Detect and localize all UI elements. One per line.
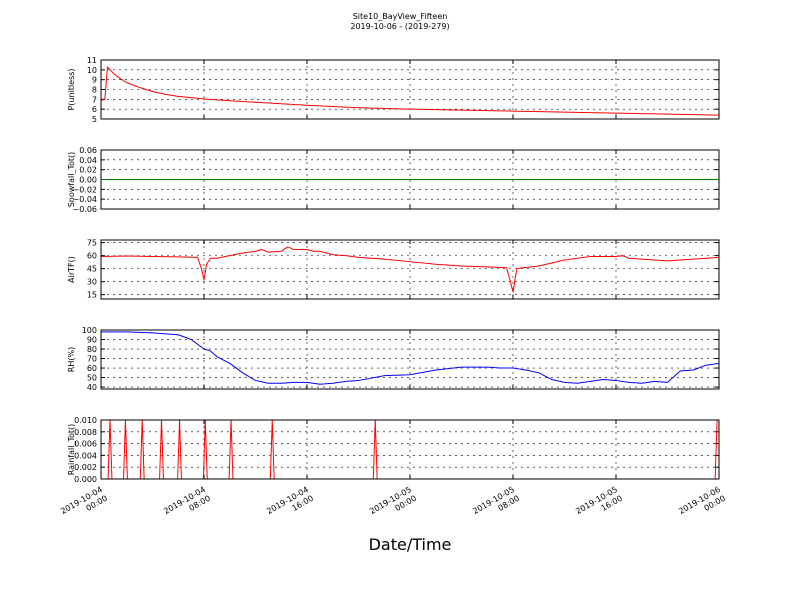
y-tick-label: 8 [92,86,97,95]
panel-5: 0.000 0.002 0.004 0.006 0.008 0.010Rainfall_T… [67,416,720,484]
x-tick-label: 2019-10-0600:00 [677,485,727,525]
y-axis-label: AirTF() [67,256,76,283]
y-tick-label: −0.04 [72,195,97,204]
y-tick-label: 0.00 [79,176,97,185]
y-tick-label: 90 [87,336,97,345]
y-tick-label: 75 [87,239,97,248]
y-tick-label: 0.06 [79,146,97,155]
series-line [101,420,719,479]
series-line [101,66,719,116]
y-tick-label: −0.02 [72,185,97,194]
y-tick-label: 0.004 [74,451,97,460]
y-tick-label: 60 [87,364,97,373]
y-tick-label: 50 [87,374,97,383]
x-tick-label: 2019-10-0416:00 [265,485,315,525]
x-tick-label: 2019-10-0500:00 [368,485,418,525]
y-tick-label: −0.06 [72,205,97,214]
y-tick-label: 9 [92,76,97,85]
y-tick-label: 30 [87,278,97,287]
chart-panels: 567891011P(unitless)−0.06−0.04−0.020.000… [67,56,720,484]
y-tick-label: 0.008 [74,428,97,437]
y-tick-label: 40 [87,383,97,392]
y-tick-label: 10 [87,66,97,75]
series-line [101,246,719,293]
panel-frame [100,239,720,300]
y-tick-label: 0.02 [79,166,97,175]
y-tick-label: 0.04 [79,156,97,165]
y-axis-label: P(unitless) [67,68,76,110]
y-tick-label: 0.006 [74,440,97,449]
panel-3: 15 30 45 60 75 AirTF() [67,239,720,300]
panel-frame [100,149,720,210]
x-tick-label: 2019-10-0408:00 [162,485,212,525]
x-tick-label: 2019-10-0508:00 [471,485,521,525]
x-axis-ticks: 2019-10-0400:00 2019-10-0408:00 2019-10-04… [59,485,727,525]
y-tick-label: 6 [92,105,97,114]
y-axis-label: Rainfall_Tot() [67,424,76,476]
y-tick-label: 7 [92,95,97,104]
y-tick-label: 11 [87,56,97,65]
y-tick-label: 45 [87,265,97,274]
panel-frame [100,59,720,120]
y-tick-label: 5 [92,115,97,124]
chart-title: Site10_BayView_Fifteen [353,12,448,21]
panel-2: −0.06−0.04−0.020.000.020.040.06Snowfall_… [67,146,720,214]
y-axis-label: Snowfall_Tot() [67,152,76,208]
chart-subtitle: 2019-10-06 - (2019-279) [350,22,449,31]
x-axis-label: Date/Time [369,535,452,554]
y-tick-label: 60 [87,252,97,261]
y-tick-label: 70 [87,355,97,364]
x-tick-label: 2019-10-0516:00 [574,485,624,525]
y-axis-label: RH(%) [67,347,76,372]
y-tick-label: 0.010 [74,416,97,425]
y-tick-label: 15 [87,291,97,300]
panel-frame [100,329,720,390]
y-tick-label: 100 [82,326,97,335]
y-tick-label: 80 [87,345,97,354]
series-line [101,331,719,385]
x-tick-label: 2019-10-0400:00 [59,485,109,525]
y-tick-label: 0.000 [74,475,97,484]
y-tick-label: 0.002 [74,463,97,472]
panel-frame [100,419,720,480]
